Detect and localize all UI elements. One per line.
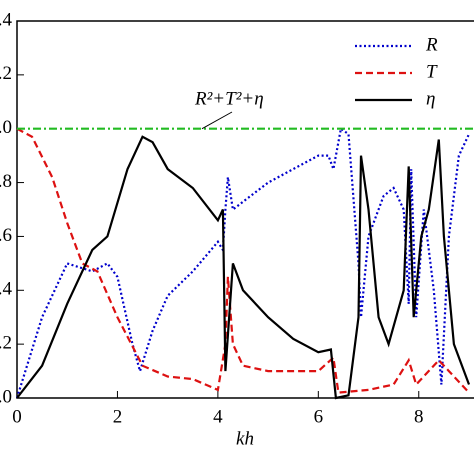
- x-tick-label: 4: [213, 406, 223, 427]
- plot-frame: [16, 20, 474, 399]
- legend-label: T: [426, 61, 438, 82]
- y-tick-label: 0.4: [0, 279, 13, 300]
- y-tick-label: 0.0: [0, 386, 12, 407]
- x-tick-label: 8: [414, 406, 424, 427]
- x-tick-label: 2: [113, 406, 123, 427]
- series-line: [16, 127, 470, 394]
- y-tick-label: 0.6: [0, 225, 12, 246]
- x-tick-label: 6: [314, 406, 324, 427]
- annotation: R²+T²+η: [194, 88, 264, 109]
- y-tick-label: 0.2: [0, 333, 12, 354]
- y-tick-label: 1.2: [0, 63, 12, 84]
- x-tick-label: 0: [12, 406, 22, 427]
- legend-label: R: [425, 34, 438, 55]
- x-axis-label: kh: [236, 428, 254, 449]
- series-line: [16, 135, 471, 400]
- annotation-leader: [201, 111, 233, 130]
- y-tick-label: 1.4: [0, 9, 13, 30]
- series-line: [15, 126, 470, 399]
- y-tick-label: 1.0: [0, 117, 12, 138]
- legend-label: η: [426, 88, 435, 109]
- y-tick-label: 0.8: [0, 171, 12, 192]
